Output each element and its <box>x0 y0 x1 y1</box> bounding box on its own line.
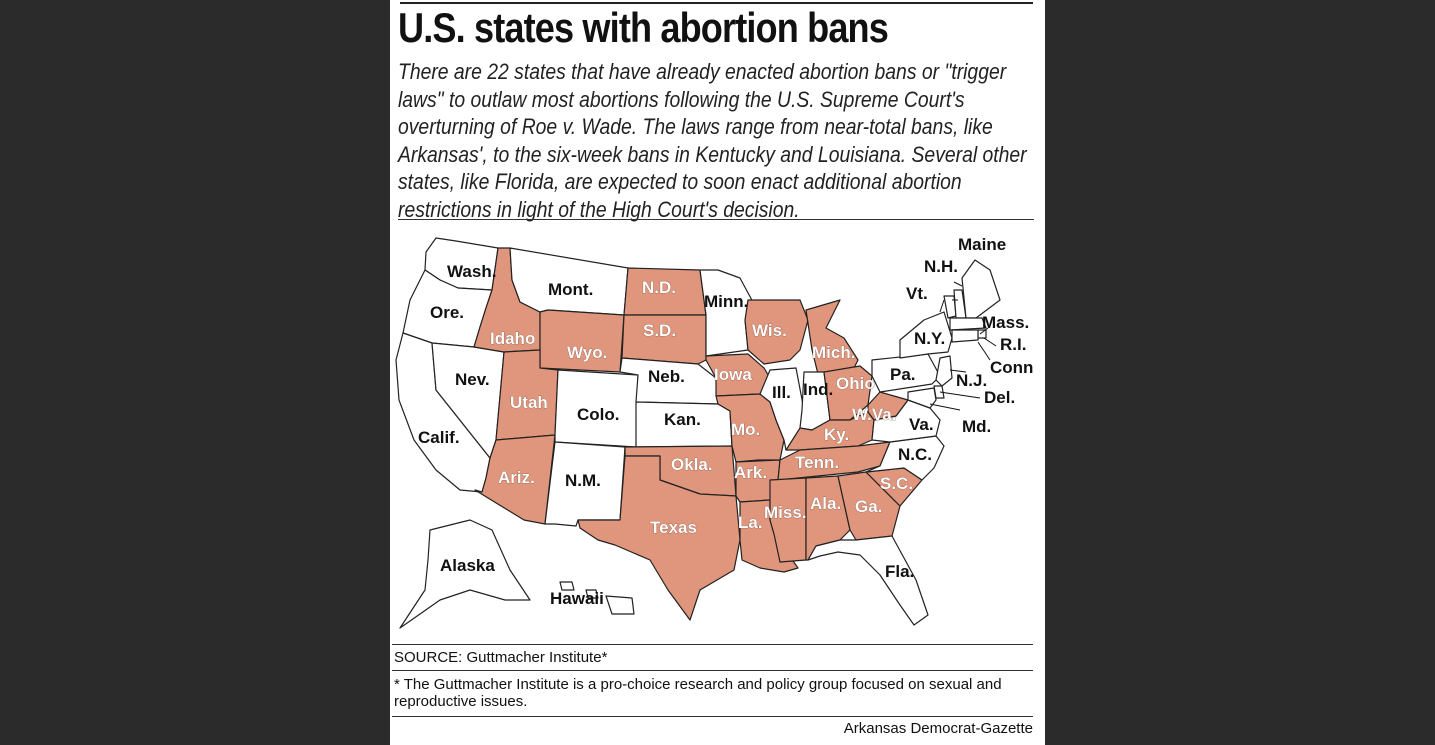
state-label-hawaii: Hawaii <box>550 589 604 608</box>
state-mich <box>805 299 859 375</box>
state-fla <box>807 535 929 626</box>
state-label-conn: Conn. <box>990 358 1033 377</box>
state-label-alaska: Alaska <box>440 556 495 575</box>
state-label-iowa: Iowa <box>714 365 752 384</box>
footnote-divider <box>392 670 1033 671</box>
state-label-n-h: N.H. <box>924 257 958 276</box>
state-label-r-i: R.I. <box>1000 335 1026 354</box>
state-label-ore: Ore. <box>430 303 464 322</box>
state-wyo <box>539 309 625 373</box>
state-label-s-d: S.D. <box>643 321 676 340</box>
state-label-n-m: N.M. <box>565 471 601 490</box>
state-s-d <box>621 314 707 365</box>
state-label-md: Md. <box>962 417 991 436</box>
credit-line: Arkansas Democrat-Gazette <box>843 720 1033 737</box>
label-leader-line <box>949 369 967 373</box>
state-label-nev: Nev. <box>455 370 490 389</box>
state-texas <box>577 455 741 621</box>
state-label-neb: Neb. <box>648 367 685 386</box>
state-label-calif: Calif. <box>418 428 460 447</box>
state-wis <box>744 299 809 365</box>
state-hawaii <box>559 581 635 615</box>
state-w-va <box>867 391 909 421</box>
state-label-n-y: N.Y. <box>914 329 945 348</box>
state-label-ohio: Ohio <box>836 374 875 393</box>
state-label-n-c: N.C. <box>898 445 932 464</box>
state-label-minn: Minn. <box>704 292 748 311</box>
state-label-mich: Mich. <box>812 343 855 362</box>
description-divider <box>398 219 1034 220</box>
state-label-mont: Mont. <box>548 280 593 299</box>
state-label-n-d: N.D. <box>642 278 676 297</box>
state-label-la: La. <box>738 513 763 532</box>
state-label-kan: Kan. <box>664 410 701 429</box>
state-label-colo: Colo. <box>577 405 620 424</box>
state-label-miss: Miss. <box>764 503 807 522</box>
source-line: SOURCE: Guttmacher Institute* <box>394 649 608 666</box>
state-label-wash: Wash. <box>447 262 496 281</box>
state-label-ga: Ga. <box>855 497 882 516</box>
us-map: Wash. Ore. Calif. Nev. Idaho Mont. Wyo. Utah Ari… <box>395 235 1033 629</box>
footnote: * The Guttmacher Institute is a pro-choi… <box>394 676 1002 710</box>
state-label-okla: Okla. <box>671 455 713 474</box>
state-label-w-va: W.Va. <box>852 405 896 424</box>
state-n-y <box>899 311 953 359</box>
state-label-n-j: N.J. <box>956 371 987 390</box>
state-label-texas: Texas <box>650 518 697 537</box>
state-maine <box>961 259 1001 319</box>
state-ill <box>759 367 805 451</box>
state-label-ala: Ala. <box>810 494 841 513</box>
state-label-ill: Ill. <box>772 383 791 402</box>
state-conn <box>951 329 979 343</box>
state-label-s-c: S.C. <box>880 474 913 493</box>
state-label-ark: Ark. <box>734 463 767 482</box>
credit-divider <box>392 716 1033 717</box>
label-leader-line <box>939 391 981 399</box>
state-label-mass: Mass. <box>982 313 1029 332</box>
label-leader-line <box>939 299 945 313</box>
label-leader-line <box>979 327 989 335</box>
graphic-description: There are 22 states that have already en… <box>398 59 1027 222</box>
source-divider <box>392 644 1033 645</box>
state-label-vt: Vt. <box>906 284 928 303</box>
label-leader-line <box>953 281 963 287</box>
state-label-ind: Ind. <box>803 380 833 399</box>
graphic-title: U.S. states with abortion bans <box>398 4 889 51</box>
state-label-pa: Pa. <box>890 365 916 384</box>
state-label-maine: Maine <box>958 235 1006 254</box>
state-label-wis: Wis. <box>752 321 787 340</box>
state-label-ariz: Ariz. <box>498 468 535 487</box>
state-label-utah: Utah <box>510 393 548 412</box>
label-leader-line <box>983 337 997 347</box>
state-label-tenn: Tenn. <box>795 453 839 472</box>
state-mass <box>949 317 987 331</box>
label-leader-line <box>929 403 961 411</box>
top-rule <box>400 2 1033 4</box>
state-label-va: Va. <box>909 415 934 434</box>
state-n-j <box>935 355 953 387</box>
state-label-wyo: Wyo. <box>567 343 607 362</box>
state-alaska <box>399 519 531 629</box>
state-md <box>907 387 937 409</box>
label-leader-line <box>977 341 991 361</box>
state-label-idaho: Idaho <box>490 329 535 348</box>
state-label-mo: Mo. <box>731 420 760 439</box>
state-label-del: Del. <box>984 388 1015 407</box>
state-label-fla: Fla. <box>885 562 914 581</box>
state-label-ky: Ky. <box>824 425 849 444</box>
